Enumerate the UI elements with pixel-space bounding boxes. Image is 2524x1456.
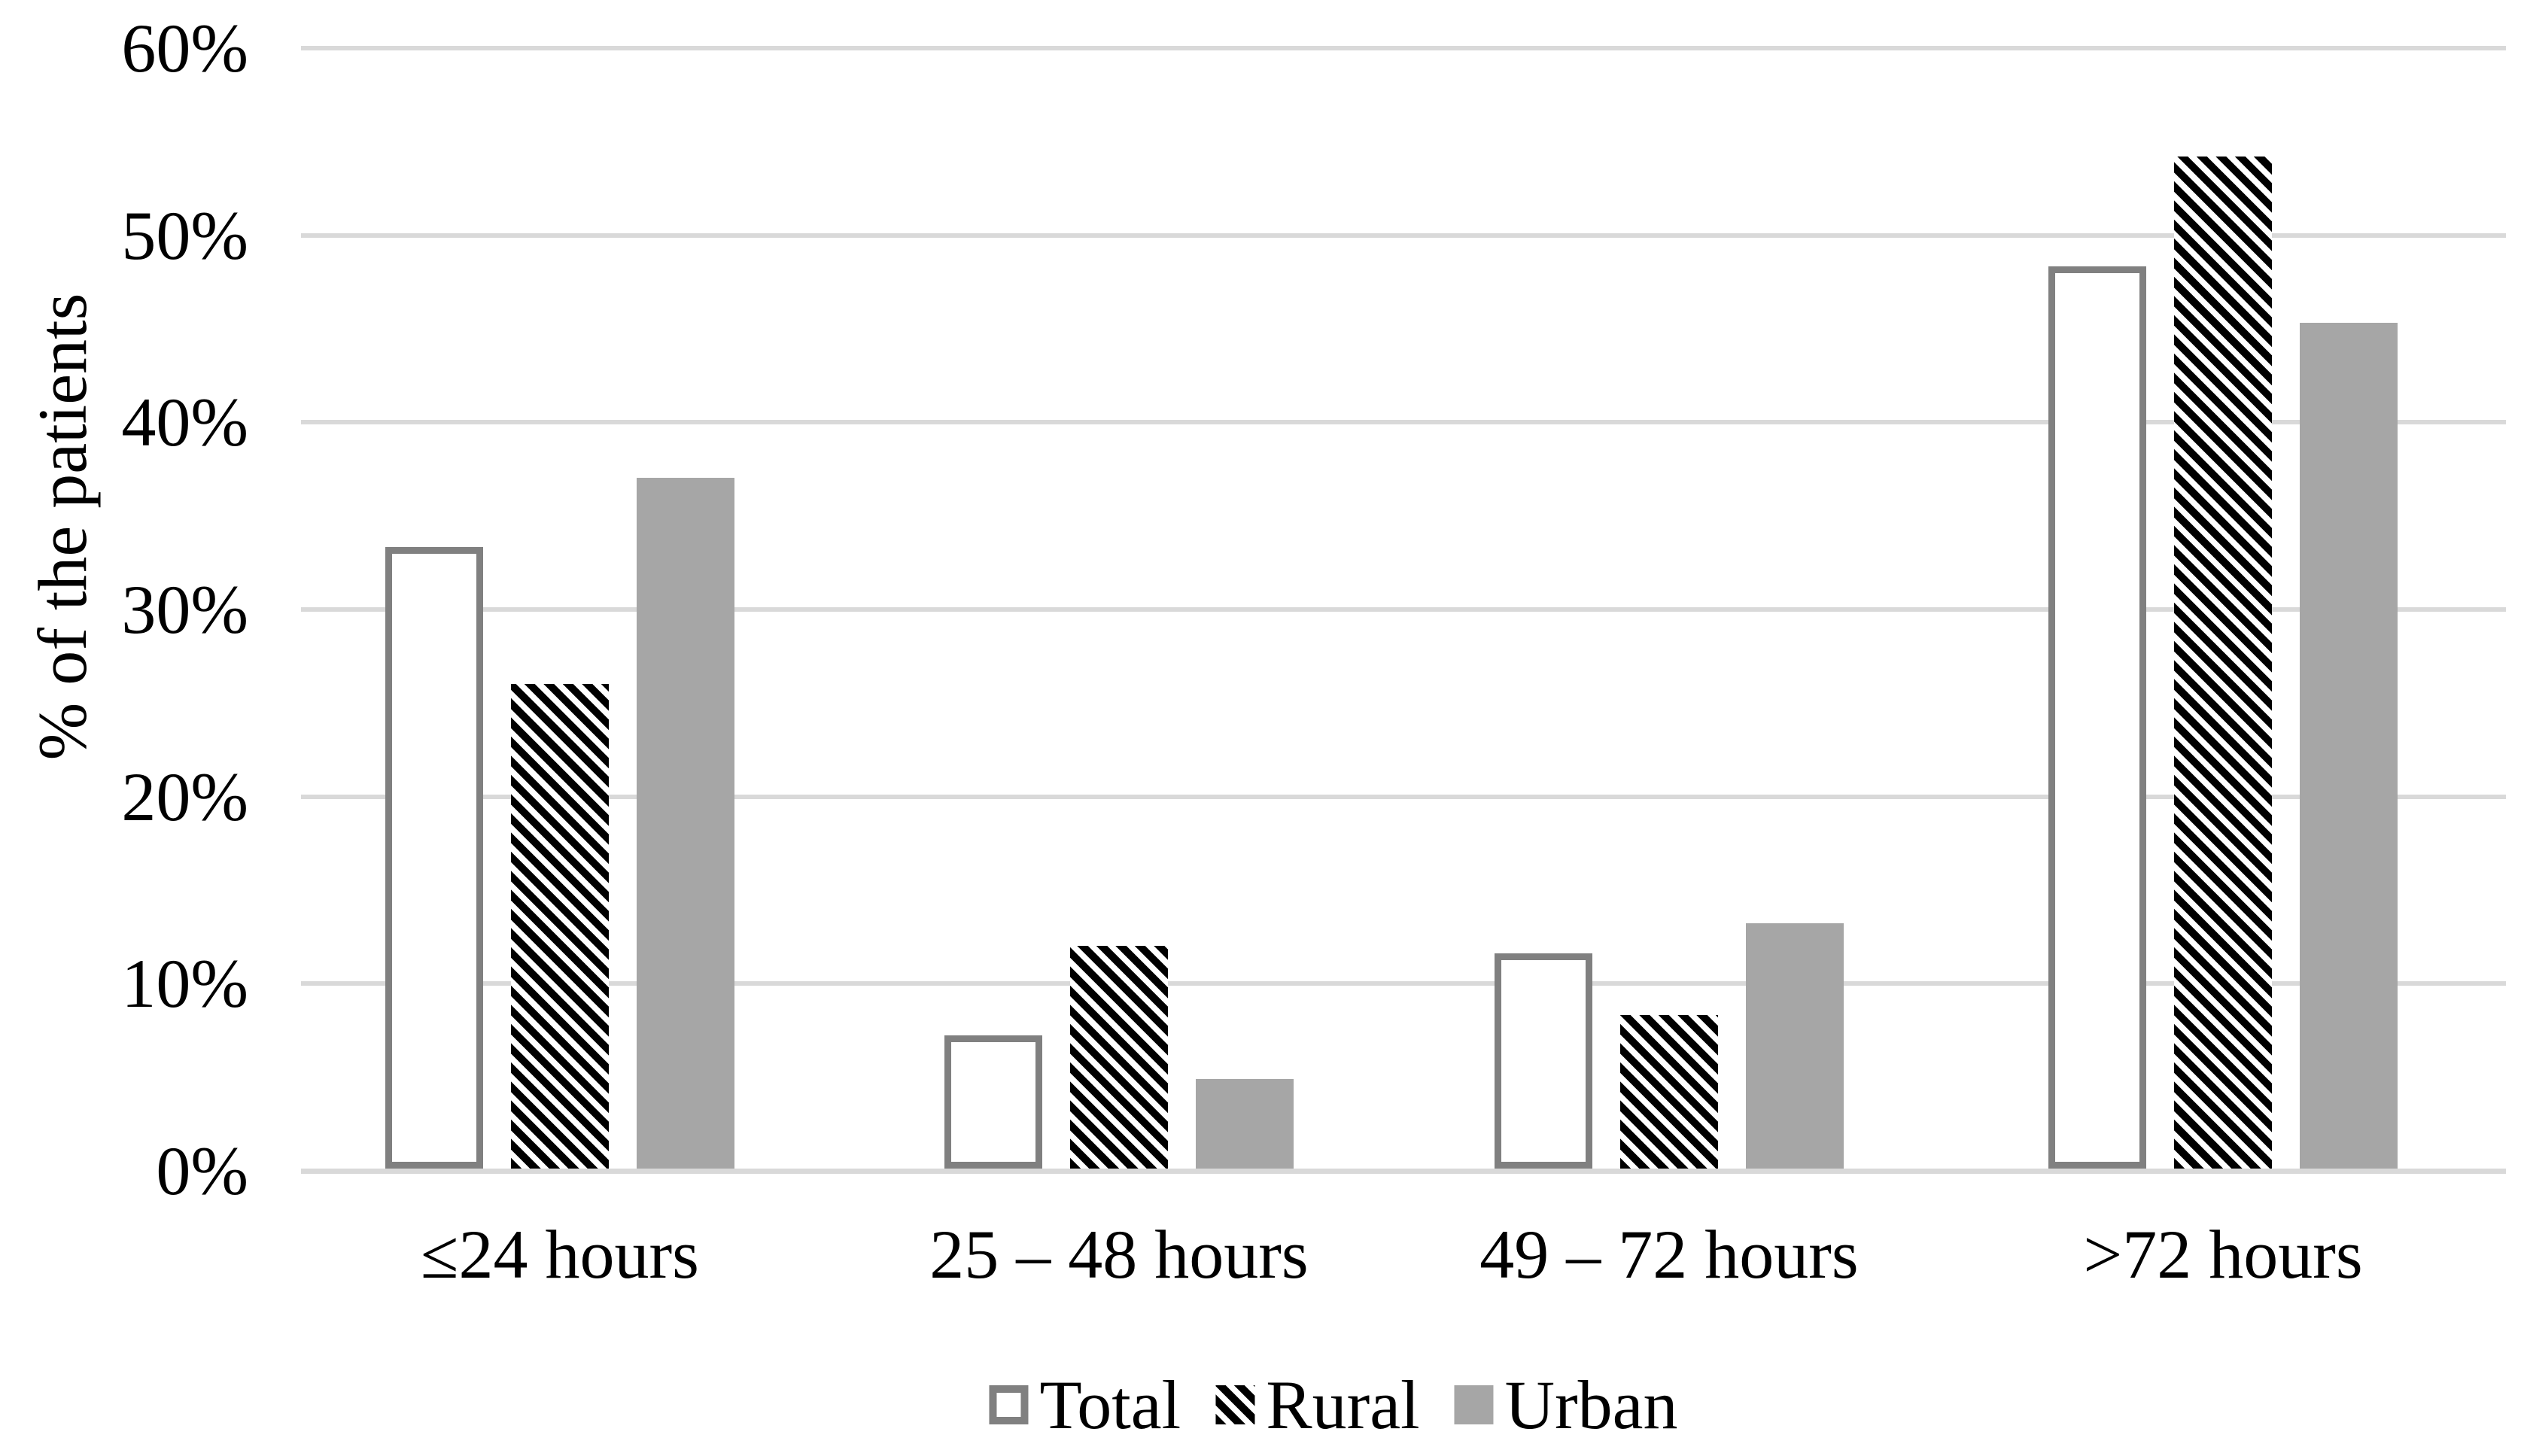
x-axis-line [301,1169,2506,1174]
gridline [301,607,2506,612]
legend-label: Urban [1504,1366,1678,1443]
legend: Total Rural Urban [989,1363,1678,1446]
bar-rural-1 [511,684,609,1169]
gridline [301,420,2506,425]
legend-swatch-total [989,1385,1029,1424]
legend-swatch-urban [1454,1385,1494,1424]
y-tick-label: 40% [121,384,248,461]
y-tick-label: 50% [121,196,248,274]
bar-total-1 [385,547,483,1169]
legend-item-total: Total [989,1363,1181,1446]
bar-urban-1 [637,478,734,1169]
y-tick-label: 20% [121,758,248,835]
bar-total-2 [944,1035,1042,1169]
bar-rural-4 [2174,157,2272,1169]
gridline [301,233,2506,238]
bar-urban-2 [1196,1079,1294,1169]
bar-rural-2 [1070,946,1168,1169]
x-category-label: 25 – 48 hours [929,1216,1309,1293]
x-category-label: ≤24 hours [421,1216,699,1293]
y-tick-label: 10% [121,945,248,1023]
y-tick-label: 60% [121,10,248,87]
bar-urban-4 [2300,323,2398,1169]
legend-label: Total [1039,1366,1181,1443]
gridline [301,794,2506,799]
legend-item-urban: Urban [1454,1363,1678,1446]
y-tick-label: 30% [121,571,248,648]
y-axis-title: % of the patients [24,293,101,761]
x-category-label: 49 – 72 hours [1479,1216,1859,1293]
gridline [301,46,2506,50]
x-category-label: >72 hours [2083,1216,2363,1293]
bar-rural-3 [1620,1015,1718,1169]
legend-label: Rural [1266,1366,1420,1443]
bar-total-3 [1495,953,1592,1169]
legend-swatch-rural [1215,1385,1255,1424]
bar-urban-3 [1746,923,1844,1169]
y-tick-label: 0% [156,1132,248,1209]
legend-item-rural: Rural [1215,1363,1420,1446]
bar-total-4 [2048,266,2146,1169]
gridline [301,981,2506,986]
